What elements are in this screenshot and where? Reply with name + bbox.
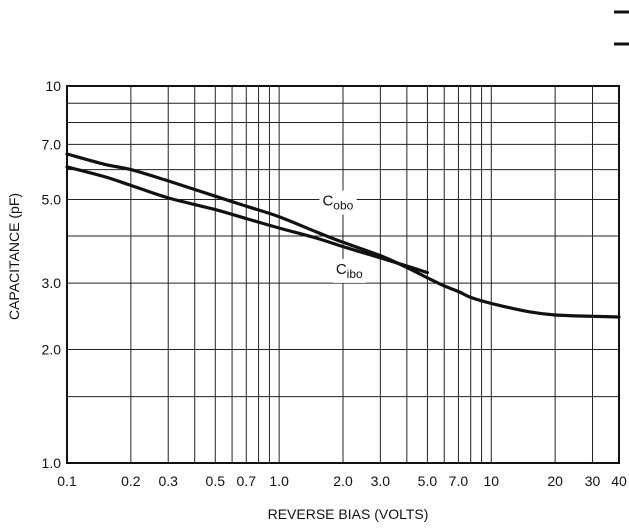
series-label-cobo-sub: obo (333, 199, 353, 213)
x-tick-label: 1.0 (269, 473, 289, 489)
x-tick-label: 0.3 (158, 473, 178, 489)
x-axis-title: REVERSE BIAS (VOLTS) (268, 506, 429, 522)
y-tick-labels: 1.0 2.0 3.0 5.0 7.0 10 (42, 78, 62, 471)
x-tick-label: 30 (585, 473, 601, 489)
x-tick-label: 0.5 (206, 473, 226, 489)
y-tick-label: 5.0 (42, 191, 62, 207)
x-tick-label: 0.7 (237, 473, 257, 489)
series-label-cibo-main: C (336, 261, 347, 278)
x-tick-label: 3.0 (371, 473, 391, 489)
y-tick-label: 1.0 (42, 455, 62, 471)
y-axis-title: CAPACITANCE (pF) (6, 193, 22, 320)
series-label-cibo: Cibo (336, 261, 363, 281)
series-label-cobo: Cobo (322, 193, 353, 213)
y-tick-label: 2.0 (42, 342, 62, 358)
series-line-c-ibo (65, 165, 429, 275)
series-label-backing (319, 190, 357, 215)
data-curves (65, 152, 621, 319)
x-tick-label: 5.0 (418, 473, 438, 489)
series-label-cobo-main: C (322, 193, 333, 210)
x-tick-label: 0.2 (121, 473, 141, 489)
x-tick-label: 40 (611, 473, 627, 489)
series-label-backing (332, 258, 367, 283)
y-tick-label: 10 (45, 78, 61, 94)
series-label-cibo-sub: ibo (347, 267, 363, 281)
x-tick-label: 7.0 (449, 473, 469, 489)
x-tick-label: 10 (483, 473, 499, 489)
y-tick-label: 3.0 (42, 275, 62, 291)
x-tick-label: 20 (547, 473, 563, 489)
x-tick-label: 0.1 (57, 473, 77, 489)
y-tick-label: 7.0 (42, 136, 62, 152)
x-tick-label: 2.0 (333, 473, 353, 489)
x-tick-labels: 0.1 0.2 0.3 0.5 0.7 1.0 2.0 3.0 5.0 7.0 10 20 30 40 (57, 473, 627, 489)
plot-frame (66, 85, 620, 464)
